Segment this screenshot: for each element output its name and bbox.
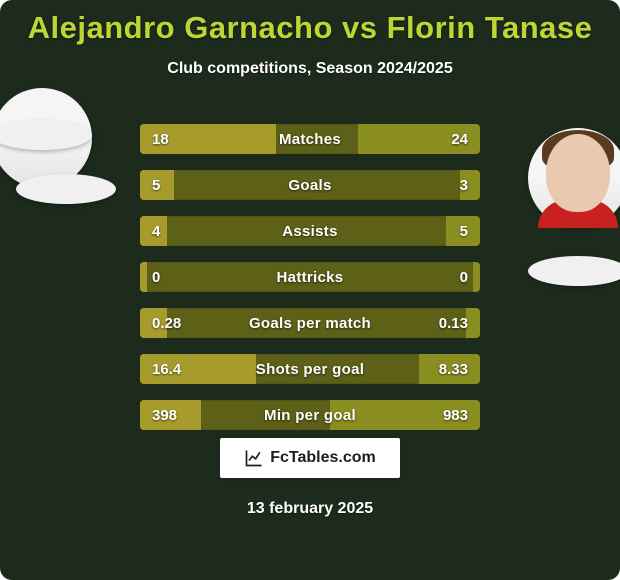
stat-row: 16.48.33Shots per goal: [140, 354, 480, 384]
stat-label: Hattricks: [140, 262, 480, 292]
player-right-club-badge: [528, 256, 620, 286]
brand-text: FcTables.com: [270, 449, 376, 467]
avatar-face: [546, 134, 610, 212]
stat-label: Min per goal: [140, 400, 480, 430]
stat-label: Shots per goal: [140, 354, 480, 384]
stats-container: 1824Matches 53Goals 45Assists 00Hattricks 0.…: [140, 124, 480, 446]
stat-row: 398983Min per goal: [140, 400, 480, 430]
stat-label: Goals: [140, 170, 480, 200]
stat-row: 1824Matches: [140, 124, 480, 154]
stat-row: 0.280.13Goals per match: [140, 308, 480, 338]
stat-label: Goals per match: [140, 308, 480, 338]
brand-badge[interactable]: FcTables.com: [220, 438, 400, 478]
comparison-card: Alejandro Garnacho vs Florin Tanase Club…: [0, 0, 620, 580]
stat-row: 53Goals: [140, 170, 480, 200]
player-left-club-badge: [16, 174, 116, 204]
subtitle: Club competitions, Season 2024/2025: [0, 60, 620, 78]
stat-label: Matches: [140, 124, 480, 154]
chart-icon: [244, 448, 264, 468]
stat-label: Assists: [140, 216, 480, 246]
stat-row: 00Hattricks: [140, 262, 480, 292]
date-label: 13 february 2025: [0, 500, 620, 518]
player-right-avatar: [528, 128, 620, 228]
page-title: Alejandro Garnacho vs Florin Tanase: [0, 0, 620, 46]
stat-row: 45Assists: [140, 216, 480, 246]
